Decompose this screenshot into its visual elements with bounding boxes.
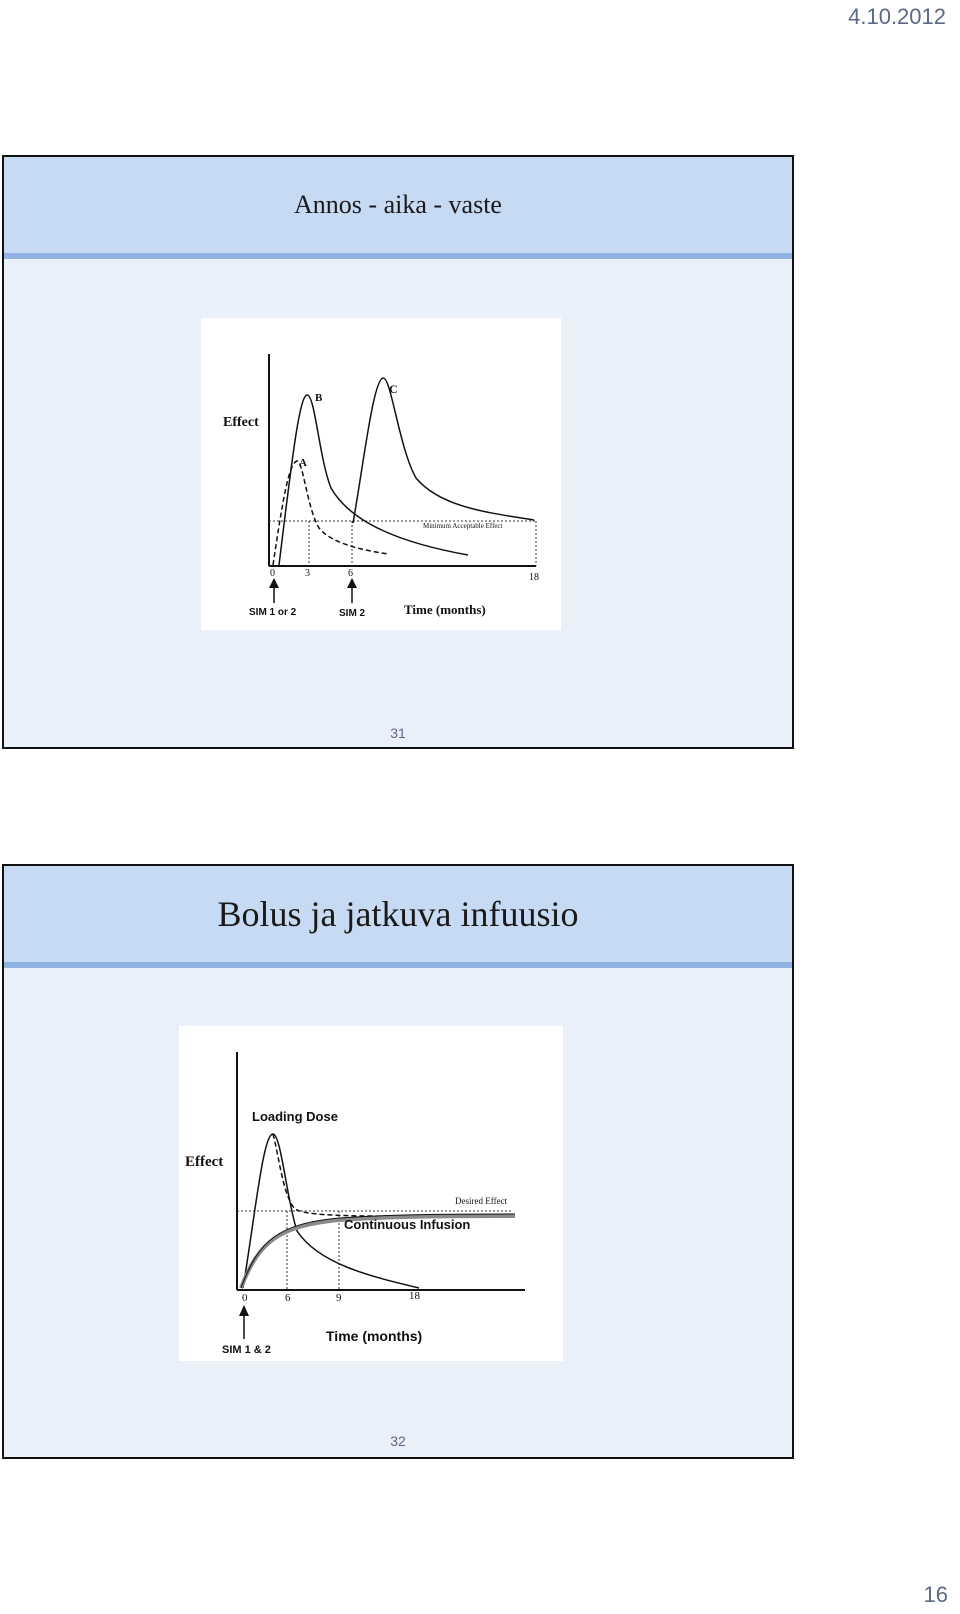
tick-label: 18 xyxy=(409,1290,421,1302)
curve-a xyxy=(272,460,389,566)
tick-label: 0 xyxy=(270,568,275,579)
tick-label: 0 xyxy=(242,1292,248,1304)
curve-b xyxy=(278,394,469,566)
threshold-label: Desired Effect xyxy=(455,1196,508,1206)
tick-label: 18 xyxy=(529,572,539,583)
loading-dose-curve xyxy=(242,1133,420,1289)
page-number: 16 xyxy=(923,1582,948,1607)
slide-31: Annos - aika - vaste Effect A B C Minimu… xyxy=(2,155,794,749)
curve-c xyxy=(352,377,535,524)
tick-label: 6 xyxy=(348,568,353,579)
threshold-label: Minimum Acceptable Effect xyxy=(423,522,503,530)
y-axis-label: Effect xyxy=(185,1154,223,1170)
marker-arrowhead xyxy=(269,578,279,588)
bolus-infusion-plot: Effect Loading Dose Desired Effect Conti… xyxy=(185,1052,525,1356)
marker-label: SIM 1 & 2 xyxy=(222,1344,271,1356)
effect-time-figure: Effect A B C Minimum Acceptable Effect 0… xyxy=(201,318,561,630)
slide-32: Bolus ja jatkuva infuusio Effect Loading… xyxy=(2,864,794,1459)
curve-label-a: A xyxy=(299,457,307,469)
slide-title: Annos - aika - vaste xyxy=(4,157,792,259)
curve-label-b: B xyxy=(315,392,323,404)
infusion-curve xyxy=(239,1214,516,1289)
page-date: 4.10.2012 xyxy=(848,4,946,29)
x-axis-label: Time (months) xyxy=(404,602,486,617)
marker-arrowhead xyxy=(347,578,357,588)
marker-arrowhead xyxy=(239,1305,249,1316)
curve-label-c: C xyxy=(389,382,398,396)
tick-label: 6 xyxy=(285,1292,291,1304)
y-axis-label: Effect xyxy=(223,415,259,430)
slide-number: 31 xyxy=(390,725,406,741)
bolus-infusion-figure: Effect Loading Dose Desired Effect Conti… xyxy=(179,1026,563,1361)
marker-label: SIM 2 xyxy=(339,608,366,619)
tick-label: 3 xyxy=(305,568,310,579)
curve-label-infusion: Continuous Infusion xyxy=(344,1217,470,1232)
slide-number: 32 xyxy=(390,1433,406,1449)
marker-label: SIM 1 or 2 xyxy=(249,607,297,618)
x-axis-label: Time (months) xyxy=(326,1328,422,1344)
slide-title: Bolus ja jatkuva infuusio xyxy=(4,866,792,968)
curve-label-loading: Loading Dose xyxy=(252,1109,338,1124)
infusion-curve-edge xyxy=(240,1213,516,1289)
effect-time-plot: Effect A B C Minimum Acceptable Effect 0… xyxy=(223,354,539,619)
tick-label: 9 xyxy=(336,1292,342,1304)
